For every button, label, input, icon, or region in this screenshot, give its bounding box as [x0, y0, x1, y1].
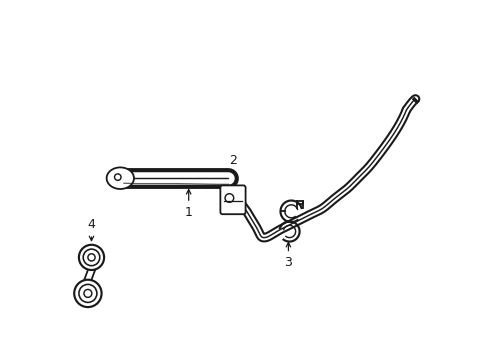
Text: 3: 3 — [284, 243, 292, 269]
Circle shape — [79, 284, 97, 302]
Text: 1: 1 — [184, 190, 192, 219]
Circle shape — [83, 249, 100, 266]
Circle shape — [79, 245, 104, 270]
Text: 2: 2 — [228, 154, 236, 183]
Circle shape — [74, 280, 102, 307]
Ellipse shape — [106, 167, 134, 189]
Polygon shape — [84, 270, 95, 280]
Text: 4: 4 — [87, 219, 95, 240]
FancyBboxPatch shape — [220, 185, 245, 214]
